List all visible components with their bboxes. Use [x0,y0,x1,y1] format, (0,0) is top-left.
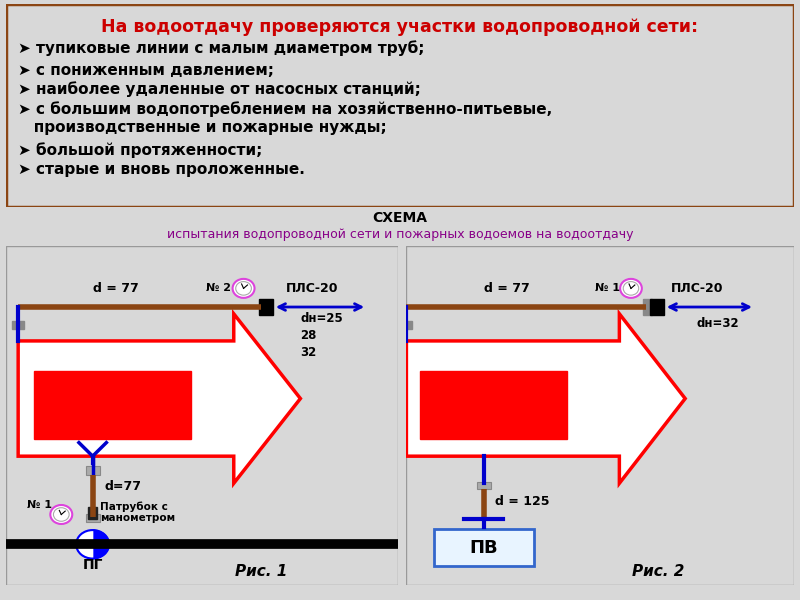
Circle shape [54,508,69,521]
Text: ➤ тупиковые линии с малым диаметром труб;: ➤ тупиковые линии с малым диаметром труб… [18,41,425,56]
Bar [650,299,664,316]
Text: ➤ большой протяженности;: ➤ большой протяженности; [18,142,262,158]
Text: производственные и пожарные нужды;: производственные и пожарные нужды; [18,120,387,135]
Text: ➤ с пониженным давлением;: ➤ с пониженным давлением; [18,63,274,78]
Polygon shape [18,314,301,484]
Text: dн=25: dн=25 [301,313,343,325]
Wedge shape [76,530,93,559]
Bar [12,320,24,329]
Text: 28: 28 [301,329,317,343]
Text: d=77: d=77 [104,480,142,493]
Bar [420,371,567,439]
Text: 32: 32 [301,346,317,359]
Circle shape [50,505,72,524]
Text: ➤ с большим водопотреблением на хозяйственно-питьевые,: ➤ с большим водопотреблением на хозяйств… [18,101,553,117]
Text: Рис. 1: Рис. 1 [235,564,287,579]
Polygon shape [406,314,685,484]
Text: d = 125: d = 125 [495,496,550,508]
Bar [34,371,190,439]
Text: ПГ: ПГ [82,557,103,572]
Bar [86,466,100,475]
Text: Рис. 2: Рис. 2 [632,564,684,579]
Text: ПЛС-20: ПЛС-20 [286,282,338,295]
Text: d = 77: d = 77 [484,282,530,295]
Bar [434,529,534,566]
Text: ➤ старые и вновь проложенные.: ➤ старые и вновь проложенные. [18,163,305,178]
Circle shape [620,279,642,298]
Text: ПЛС-20: ПЛС-20 [670,282,723,295]
Circle shape [236,281,251,295]
Text: СХЕМА: СХЕМА [373,211,427,225]
Text: На водоотдачу проверяются участки водопроводной сети:: На водоотдачу проверяются участки водопр… [102,19,698,37]
Circle shape [76,530,109,559]
Text: ПВ: ПВ [470,539,498,557]
Bar [401,320,412,329]
Text: dн=32: dн=32 [697,317,739,331]
Circle shape [623,281,638,295]
Bar [477,482,491,490]
Text: № 2: № 2 [206,283,230,293]
Bar [642,299,652,316]
Text: испытания водопроводной сети и пожарных водоемов на водоотдачу: испытания водопроводной сети и пожарных … [166,229,634,241]
Text: № 1: № 1 [595,283,620,293]
Bar [88,507,98,519]
Text: Патрубок с
манометром: Патрубок с манометром [100,501,175,523]
Bar [259,299,273,316]
Circle shape [233,279,254,298]
Text: № 1: № 1 [27,500,52,511]
Text: ➤ наиболее удаленные от насосных станций;: ➤ наиболее удаленные от насосных станций… [18,81,421,97]
Bar [86,514,100,522]
Text: d = 77: d = 77 [94,282,139,295]
